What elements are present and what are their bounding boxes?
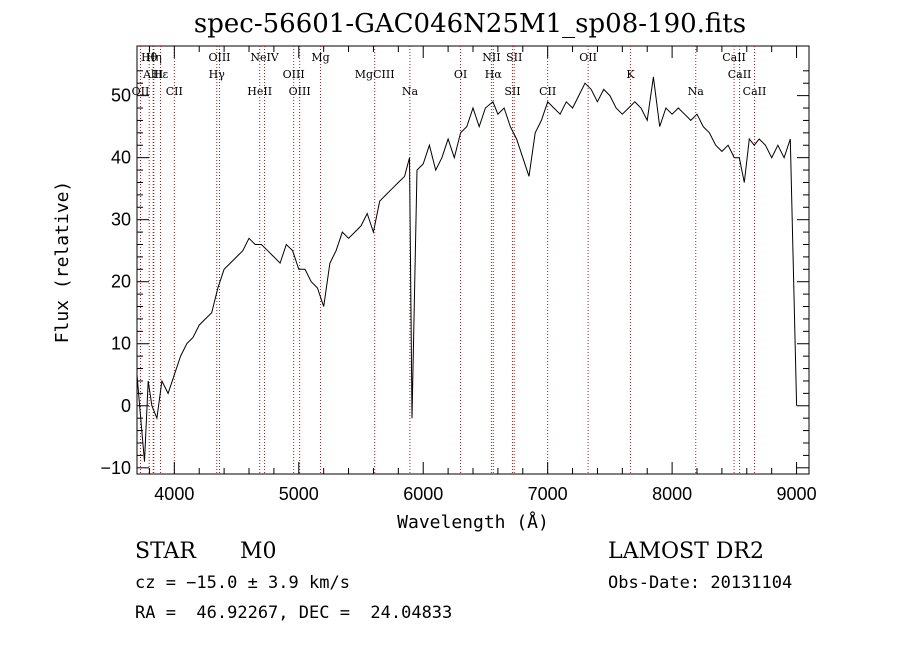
line-label: Hα [485, 68, 503, 81]
x-tick-label: 8000 [652, 484, 692, 504]
line-label: Mg [311, 51, 329, 64]
line-label: MgCIII [355, 68, 395, 81]
y-axis-label: Flux (relative) [52, 181, 73, 344]
spectrum-line [136, 76, 798, 462]
line-label: OIII [289, 85, 311, 98]
line-label: OII [579, 51, 597, 64]
emission-line-markers [139, 46, 755, 474]
plot-frame [136, 45, 810, 475]
coordinates-text: RA = 46.92267, DEC = 24.04833 [135, 603, 453, 623]
line-label: Hθ [141, 51, 158, 64]
line-label: K [626, 68, 635, 81]
emission-line-labels: Hθ AlII OII Hη Hε CII OIII Hγ HeII NeIV OIII OIII Mg… [132, 51, 767, 98]
survey-label: LAMOST DR2 [608, 539, 764, 564]
line-label: NII [482, 51, 500, 64]
line-label: CaII [728, 68, 752, 81]
line-label: CaII [743, 85, 767, 98]
y-tick-label: 40 [111, 148, 131, 168]
x-tick-label: 9000 [777, 484, 817, 504]
class-label: STAR [135, 539, 196, 564]
x-tick-label: 4000 [154, 484, 194, 504]
y-tick-label: 50 [111, 86, 131, 106]
line-label: CII [539, 85, 556, 98]
line-label: NeIV [250, 51, 279, 64]
y-tick-label: −10 [100, 458, 131, 478]
line-label: OIII [283, 68, 305, 81]
x-tick-label: 7000 [528, 484, 568, 504]
redshift-text: cz = −15.0 ± 3.9 km/s [135, 573, 350, 593]
x-tick-label: 5000 [279, 484, 319, 504]
x-tick-label: 6000 [403, 484, 443, 504]
line-label: Na [688, 85, 705, 98]
line-label: Hη [146, 51, 162, 64]
line-label: Na [402, 85, 419, 98]
obs-date-text: Obs-Date: 20131104 [608, 573, 793, 593]
line-label: Hγ [209, 68, 226, 81]
line-label: SII [504, 85, 520, 98]
line-label: HeII [247, 85, 272, 98]
y-tick-label: 20 [111, 272, 131, 292]
x-axis-label: Wavelength (Å) [397, 511, 549, 533]
subclass-label: M0 [240, 539, 277, 564]
line-label: SII [506, 51, 522, 64]
line-label: OII [132, 85, 150, 98]
chart-title: spec-56601-GAC046N25M1_sp08-190.fits [194, 9, 746, 39]
y-axis: −10 0 10 20 30 40 50 [100, 70, 809, 478]
x-axis: 4000 5000 6000 7000 8000 9000 [148, 46, 817, 504]
y-tick-label: 30 [111, 210, 131, 230]
y-tick-label: 0 [121, 396, 131, 416]
line-label: CII [166, 85, 183, 98]
line-label: CaII [722, 51, 746, 64]
line-label: Hε [153, 68, 169, 81]
line-label: AlII [142, 68, 163, 81]
y-tick-label: 10 [111, 334, 131, 354]
line-label: OIII [208, 51, 230, 64]
line-label: OI [454, 68, 467, 81]
